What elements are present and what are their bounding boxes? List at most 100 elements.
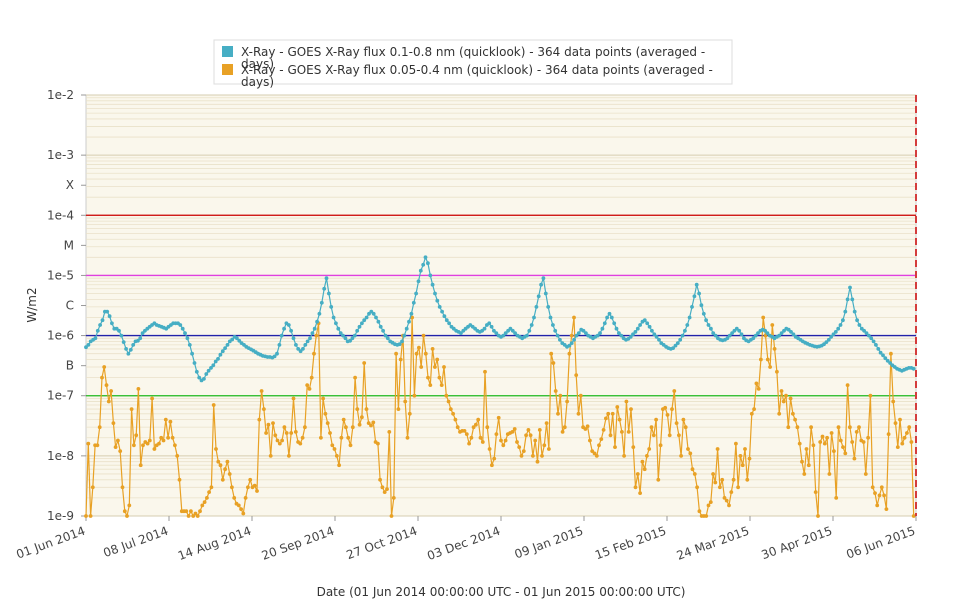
data-point: [665, 413, 670, 417]
data-point: [510, 430, 515, 434]
data-point: [195, 514, 200, 518]
data-point: [296, 347, 301, 351]
data-point: [350, 336, 355, 341]
data-point: [205, 496, 209, 500]
data-point: [291, 396, 296, 401]
data-point: [95, 443, 100, 448]
data-point: [683, 425, 688, 430]
data-point: [95, 328, 100, 333]
data-point: [423, 351, 428, 356]
data-point: [414, 291, 418, 296]
data-point: [289, 431, 294, 435]
data-point: [650, 328, 654, 333]
data-point: [804, 447, 809, 451]
data-point: [879, 485, 884, 490]
data-point: [141, 443, 145, 448]
data-point: [633, 330, 638, 334]
data-point: [681, 417, 686, 422]
data-point: [324, 276, 329, 281]
data-point: [339, 435, 344, 440]
data-point: [202, 377, 206, 381]
legend-box: [213, 39, 733, 85]
data-point: [614, 326, 619, 331]
data-point: [487, 447, 492, 451]
data-point: [548, 315, 553, 320]
data-point: [715, 447, 720, 451]
data-point: [346, 435, 351, 440]
data-point: [540, 454, 544, 458]
data-point: [588, 438, 592, 443]
y-tick-label: 1e-9: [47, 509, 74, 523]
data-point: [888, 361, 892, 365]
data-point: [325, 421, 330, 425]
data-point: [797, 441, 802, 446]
data-point: [194, 369, 199, 374]
legend-label-series-2: X-Ray - GOES X-Ray flux 0.05-0.4 nm (qui…: [241, 63, 713, 89]
data-point: [747, 456, 752, 461]
data-point: [878, 350, 883, 355]
data-point: [722, 496, 727, 500]
data-point: [680, 333, 685, 338]
data-point: [583, 427, 588, 431]
y-tick-label: C: [66, 299, 74, 313]
data-point: [658, 443, 663, 448]
data-point: [688, 451, 693, 456]
data-point: [576, 411, 581, 416]
data-point: [209, 485, 214, 490]
data-point: [334, 321, 338, 326]
data-point: [881, 353, 885, 358]
data-point: [638, 491, 642, 495]
data-point: [211, 363, 216, 368]
data-point: [854, 430, 859, 434]
data-point: [192, 361, 197, 365]
data-point: [277, 441, 282, 446]
data-point: [836, 425, 841, 430]
data-point: [756, 331, 760, 335]
y-tick-label: B: [66, 359, 74, 373]
data-point: [692, 294, 697, 299]
data-point: [824, 340, 829, 344]
data-point: [467, 441, 471, 446]
data-point: [138, 336, 143, 341]
data-point: [104, 383, 109, 387]
x-tick-label: 08 Jul 2014: [101, 524, 170, 560]
data-point: [279, 333, 284, 338]
data-point: [191, 514, 196, 518]
data-point: [315, 319, 319, 324]
data-point: [128, 347, 133, 352]
data-point: [754, 381, 759, 386]
data-point: [90, 485, 95, 490]
data-point: [350, 425, 355, 430]
data-point: [816, 514, 820, 518]
data-point: [257, 417, 262, 422]
data-point: [786, 425, 791, 430]
data-point: [848, 285, 852, 290]
data-point: [685, 323, 690, 327]
plot-area: [85, 94, 917, 517]
data-point: [567, 343, 572, 348]
data-point: [635, 326, 640, 331]
data-point: [303, 343, 308, 347]
data-point: [423, 255, 428, 260]
data-point: [866, 333, 871, 338]
data-point: [843, 309, 848, 314]
data-point: [440, 309, 444, 314]
data-point: [802, 472, 807, 476]
data-point: [499, 438, 503, 443]
data-point: [543, 291, 548, 296]
data-point: [378, 324, 383, 329]
data-point: [519, 454, 524, 458]
data-point: [765, 331, 770, 335]
data-point: [107, 314, 112, 319]
data-point: [610, 411, 615, 416]
data-point: [827, 472, 832, 476]
data-point: [585, 424, 590, 429]
data-point: [753, 333, 758, 338]
data-point: [528, 433, 533, 438]
data-point: [447, 321, 451, 326]
data-point: [713, 333, 718, 338]
series-2-line: [85, 317, 915, 518]
data-point: [553, 328, 558, 333]
data-point: [569, 333, 574, 338]
